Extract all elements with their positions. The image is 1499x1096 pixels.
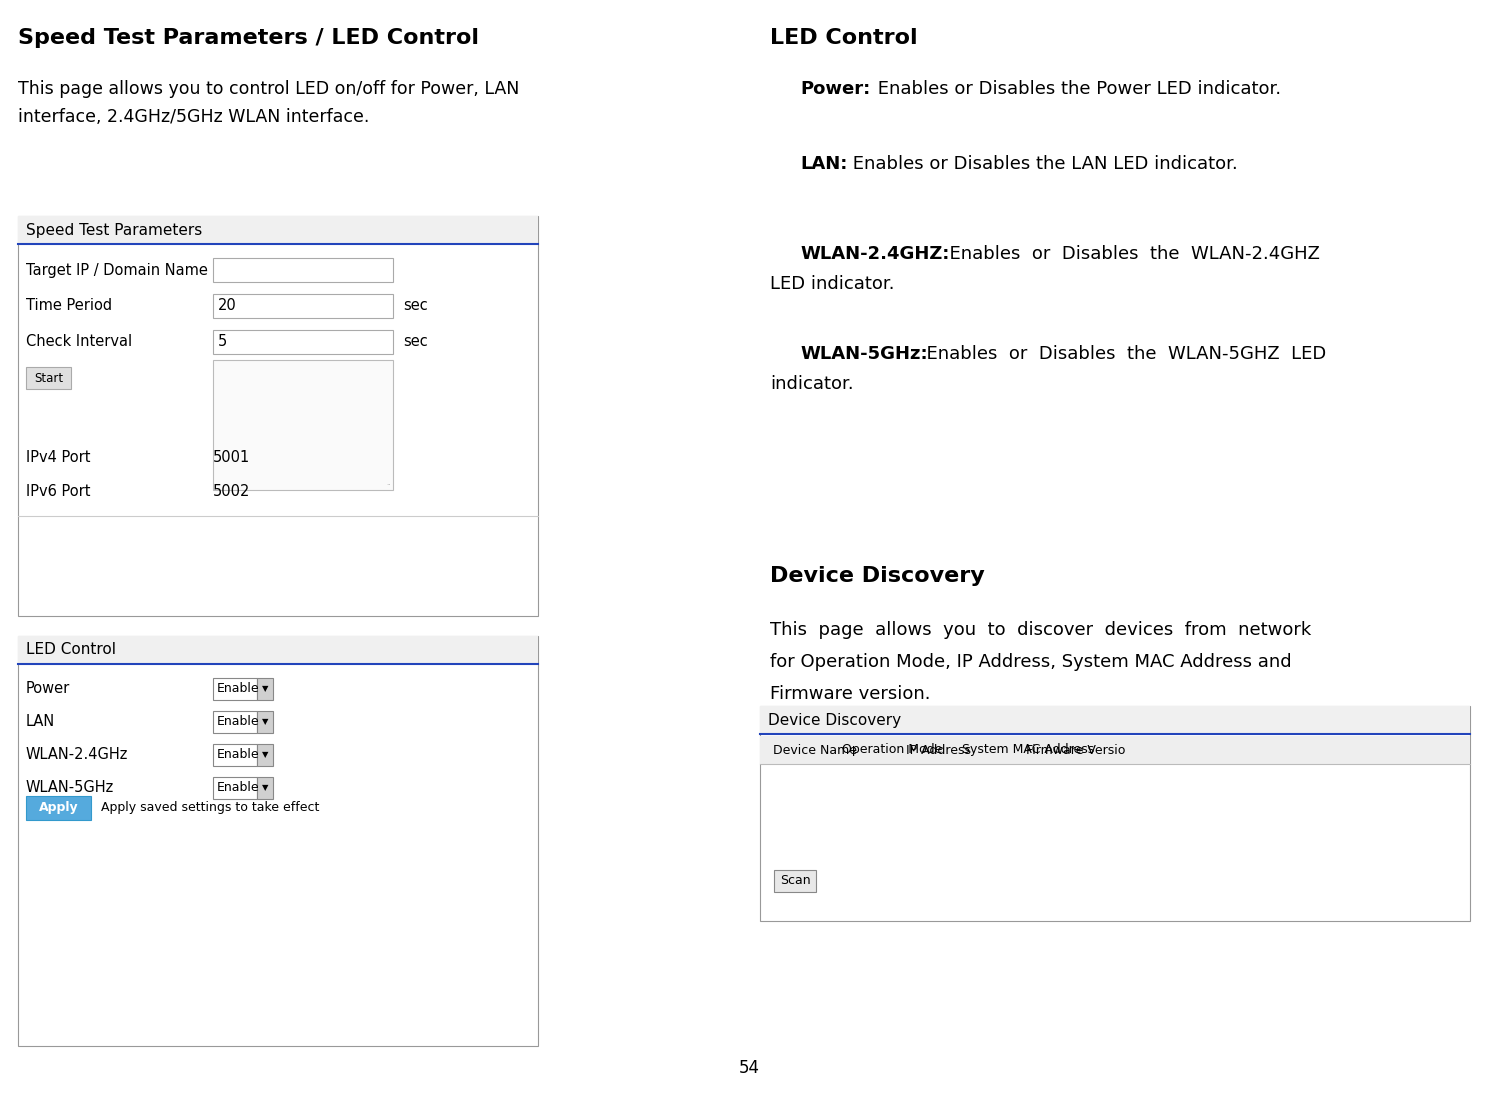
Text: interface, 2.4GHz/5GHz WLAN interface.: interface, 2.4GHz/5GHz WLAN interface. (18, 109, 369, 126)
Text: IPv4 Port: IPv4 Port (25, 450, 90, 466)
Bar (213, 294, 393, 318)
Bar (213, 743, 256, 765)
Text: Enable: Enable (217, 781, 259, 794)
Text: Start: Start (34, 372, 63, 385)
Bar (213, 359, 393, 490)
Text: indicator.: indicator. (770, 375, 853, 393)
Text: LED Control: LED Control (770, 28, 917, 48)
Text: LED indicator.: LED indicator. (770, 275, 895, 293)
Text: ▼: ▼ (262, 684, 268, 693)
Text: ▼: ▼ (262, 717, 268, 726)
Bar (25, 796, 91, 820)
Text: Device Name: Device Name (773, 743, 857, 756)
Bar (256, 776, 273, 799)
Bar (18, 636, 538, 664)
Text: WLAN-2.4GHZ:: WLAN-2.4GHZ: (800, 246, 949, 263)
Bar (18, 216, 538, 244)
Text: System MAC Address: System MAC Address (962, 743, 1094, 756)
Text: ..: .. (387, 480, 391, 486)
Text: IP Address: IP Address (905, 743, 970, 756)
Text: LAN:: LAN: (800, 155, 847, 173)
Bar (760, 706, 1471, 734)
Text: Enable: Enable (217, 715, 259, 728)
Text: 5002: 5002 (213, 483, 250, 499)
Text: Enables or Disables the LAN LED indicator.: Enables or Disables the LAN LED indicato… (847, 155, 1238, 173)
Bar (256, 677, 273, 699)
Text: Enables or Disables the Power LED indicator.: Enables or Disables the Power LED indica… (872, 80, 1282, 98)
Text: Time Period: Time Period (25, 298, 112, 313)
Text: WLAN-2.4GHz: WLAN-2.4GHz (25, 747, 129, 762)
Bar (18, 636, 538, 1046)
Text: Scan: Scan (779, 875, 811, 888)
Text: Enables  or  Disables  the  WLAN-5GHZ  LED: Enables or Disables the WLAN-5GHZ LED (914, 345, 1327, 363)
Text: Firmware version.: Firmware version. (770, 685, 931, 703)
Text: LED Control: LED Control (25, 642, 115, 658)
Bar (213, 677, 256, 699)
Bar (18, 216, 538, 616)
Text: 5: 5 (217, 334, 228, 350)
Text: Apply: Apply (39, 801, 78, 814)
Text: LAN: LAN (25, 713, 55, 729)
Bar (256, 743, 273, 765)
Text: ▼: ▼ (262, 783, 268, 792)
Text: This page allows you to control LED on/off for Power, LAN: This page allows you to control LED on/o… (18, 80, 519, 98)
Bar (773, 870, 815, 892)
Text: 5001: 5001 (213, 450, 250, 466)
Text: ▼: ▼ (262, 750, 268, 760)
Text: Enable: Enable (217, 682, 259, 695)
Bar (213, 330, 393, 354)
Text: Power:: Power: (800, 80, 871, 98)
Bar (256, 710, 273, 732)
Text: Speed Test Parameters / LED Control: Speed Test Parameters / LED Control (18, 28, 480, 48)
Text: Operation Mode: Operation Mode (841, 743, 941, 756)
Text: Enable: Enable (217, 747, 259, 761)
Text: 54: 54 (739, 1059, 760, 1077)
Text: sec: sec (403, 298, 427, 313)
Text: Target IP / Domain Name: Target IP / Domain Name (25, 263, 208, 277)
Text: Check Interval: Check Interval (25, 334, 132, 350)
Text: Speed Test Parameters: Speed Test Parameters (25, 222, 202, 238)
Text: WLAN-5GHz:: WLAN-5GHz: (800, 345, 928, 363)
Text: IPv6 Port: IPv6 Port (25, 483, 90, 499)
Text: Device Discovery: Device Discovery (767, 712, 901, 728)
Text: Device Discovery: Device Discovery (770, 566, 985, 586)
Text: Apply saved settings to take effect: Apply saved settings to take effect (100, 801, 319, 814)
Text: This  page  allows  you  to  discover  devices  from  network: This page allows you to discover devices… (770, 621, 1312, 639)
Text: Power: Power (25, 681, 70, 696)
Text: WLAN-5GHz: WLAN-5GHz (25, 780, 114, 795)
Text: Firmware Versio: Firmware Versio (1027, 743, 1126, 756)
Bar (213, 258, 393, 282)
Bar (213, 776, 256, 799)
Bar (25, 367, 70, 389)
Bar (760, 737, 1471, 764)
Text: for Operation Mode, IP Address, System MAC Address and: for Operation Mode, IP Address, System M… (770, 653, 1292, 671)
Bar (213, 710, 256, 732)
Text: sec: sec (403, 334, 427, 350)
Text: 20: 20 (217, 298, 237, 313)
Bar (760, 706, 1471, 921)
Text: Enables  or  Disables  the  WLAN-2.4GHZ: Enables or Disables the WLAN-2.4GHZ (938, 246, 1321, 263)
